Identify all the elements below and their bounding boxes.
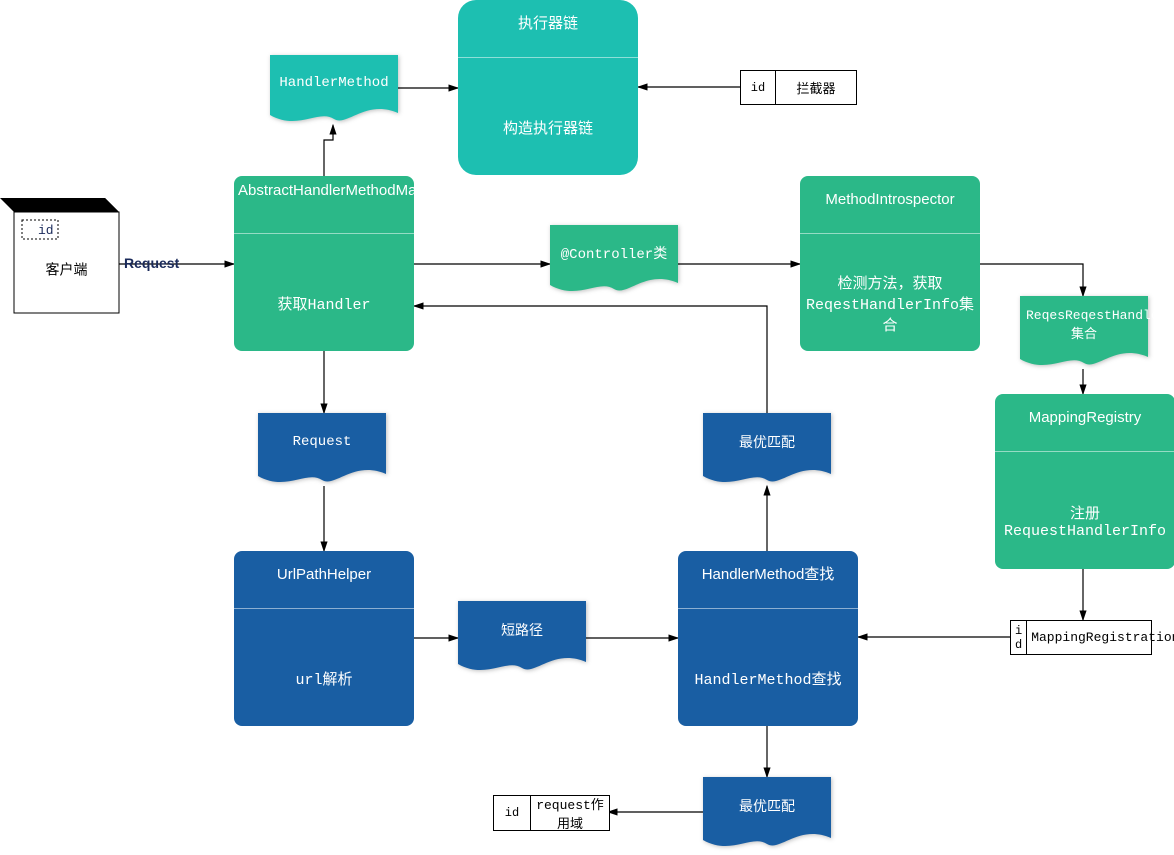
doc-label: 最优匹配 (703, 432, 831, 452)
doc-label: @Controller类 (550, 243, 678, 263)
node-hm_lookup: HandlerMethod查找HandlerMethod查找 (678, 551, 858, 726)
doc-reqinfo_set: ReqesReqestHandlerInfo集合 (1020, 296, 1148, 369)
node-title: MethodIntrospector (800, 176, 980, 234)
card-id: id (494, 796, 531, 830)
node-body: 获取Handler (234, 234, 414, 372)
edge-abstract_mapping-handler_method_up (324, 125, 333, 176)
card-mapping_reg: idMappingRegistration (1010, 620, 1152, 655)
edge-best_match_top-abstract_mapping (414, 306, 767, 413)
doc-label: HandlerMethod (270, 75, 398, 91)
client-cube: id 客户端 (0, 198, 119, 313)
edge-introspector-reqinfo_set (980, 264, 1083, 296)
doc-label: 短路径 (458, 620, 586, 640)
card-body: request作用域 (531, 796, 609, 830)
node-body: 检测方法，获取ReqestHandlerInfo集合 (800, 234, 980, 372)
doc-label: ReqesReqestHandlerInfo集合 (1020, 308, 1148, 342)
card-id: id (1011, 621, 1027, 654)
node-body: 注册 RequestHandlerInfo (995, 452, 1174, 590)
flowchart-canvas: { "colors": { "teal": "#1dbfb1", "green"… (0, 0, 1174, 851)
node-title: 执行器链 (458, 0, 638, 58)
doc-handler_method: HandlerMethod (270, 55, 398, 125)
doc-controller: @Controller类 (550, 225, 678, 295)
node-body: url解析 (234, 609, 414, 747)
card-id: id (741, 71, 776, 104)
node-title: MappingRegistry (995, 394, 1174, 452)
node-url_helper: UrlPathHelperurl解析 (234, 551, 414, 726)
node-abstract_mapping: AbstractHandlerMethodMapping获取Handler (234, 176, 414, 351)
request-edge-label: Request (124, 255, 179, 271)
doc-best_match_top: 最优匹配 (703, 413, 831, 486)
card-body: MappingRegistration (1027, 621, 1174, 654)
card-body: 拦截器 (776, 71, 856, 104)
doc-label: Request (258, 434, 386, 450)
node-title: AbstractHandlerMethodMapping (234, 176, 414, 234)
node-exec_chain: 执行器链构造执行器链 (458, 0, 638, 175)
cube-id-label: id (38, 223, 54, 238)
doc-short_path: 短路径 (458, 601, 586, 674)
doc-best_match_bottom: 最优匹配 (703, 777, 831, 850)
node-body: 构造执行器链 (458, 58, 638, 196)
cube-body: 客户端 (46, 262, 88, 280)
card-interceptor: id拦截器 (740, 70, 857, 105)
node-body: HandlerMethod查找 (678, 609, 858, 747)
node-title: UrlPathHelper (234, 551, 414, 609)
doc-request_doc: Request (258, 413, 386, 486)
node-mapping_registry: MappingRegistry注册 RequestHandlerInfo (995, 394, 1174, 569)
card-request_scope: idrequest作用域 (493, 795, 610, 831)
node-title: HandlerMethod查找 (678, 551, 858, 609)
doc-label: 最优匹配 (703, 796, 831, 816)
node-introspector: MethodIntrospector检测方法，获取ReqestHandlerIn… (800, 176, 980, 351)
